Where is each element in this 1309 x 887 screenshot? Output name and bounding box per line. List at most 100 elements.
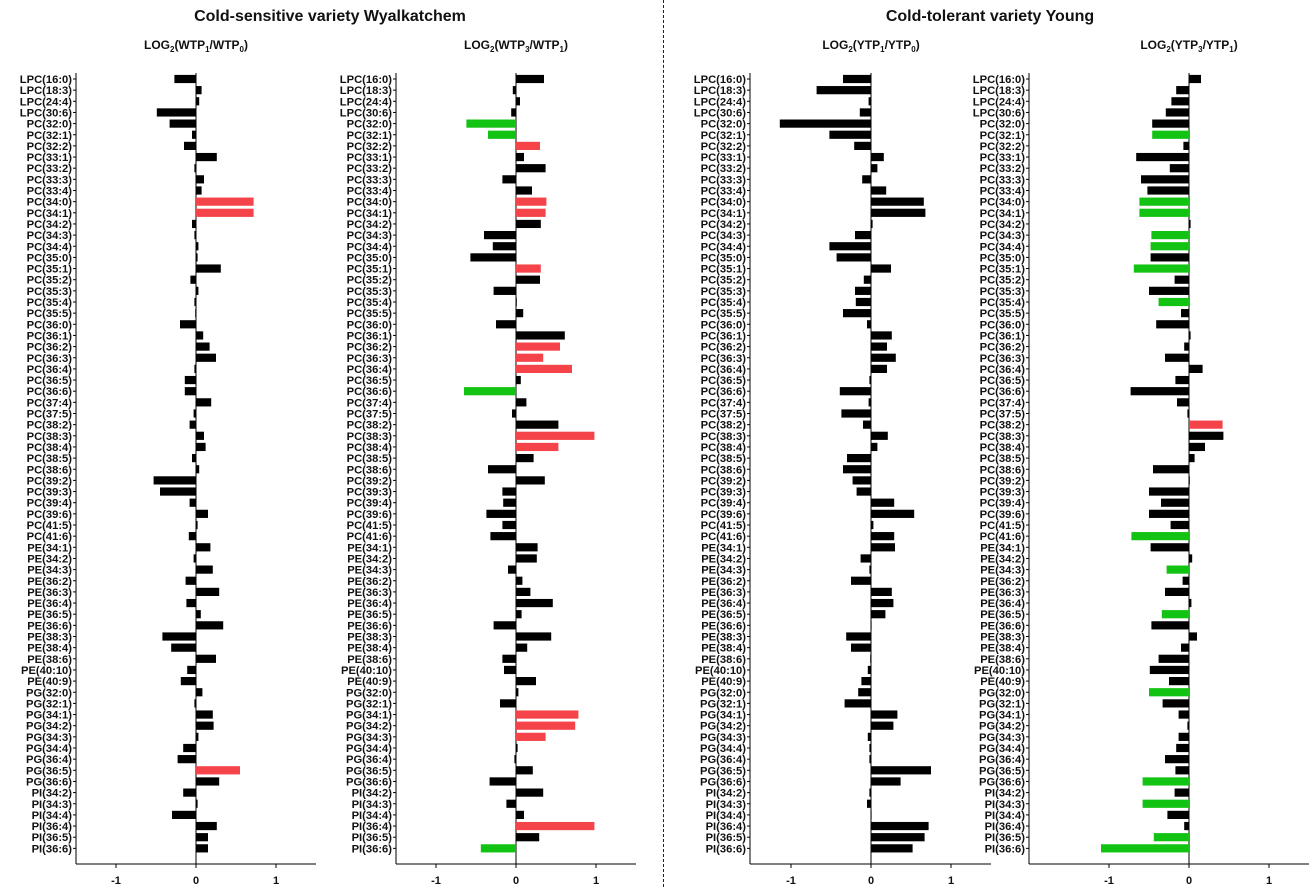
bar bbox=[1189, 442, 1205, 452]
category-label: PC(35:4) bbox=[980, 297, 1026, 309]
category-label: PC(39:3) bbox=[701, 487, 747, 499]
category-label: PC(36:0) bbox=[701, 319, 747, 331]
bar bbox=[867, 799, 871, 808]
category-label: PG(36:6) bbox=[979, 776, 1025, 788]
category-label: PG(36:4) bbox=[979, 754, 1025, 766]
bar bbox=[196, 286, 199, 295]
category-label: PI(34:4) bbox=[985, 810, 1026, 822]
category-label: PI(34:3) bbox=[352, 799, 393, 811]
category-label: PC(38:6) bbox=[701, 464, 747, 476]
panel-title-text: ) bbox=[1234, 38, 1238, 52]
bar bbox=[829, 242, 871, 251]
bar bbox=[1165, 108, 1189, 117]
bar bbox=[196, 509, 208, 518]
category-label: PI(34:3) bbox=[706, 799, 747, 811]
category-label: PE(34:3) bbox=[27, 565, 72, 577]
bar bbox=[1176, 743, 1189, 753]
bar bbox=[869, 743, 871, 753]
bar bbox=[516, 732, 546, 741]
category-label: PC(36:0) bbox=[347, 319, 393, 331]
bar bbox=[1181, 643, 1189, 652]
bar bbox=[871, 844, 913, 853]
bar bbox=[867, 665, 871, 675]
category-label: PI(36:4) bbox=[32, 821, 73, 833]
bar bbox=[177, 755, 196, 764]
category-label: PC(36:1) bbox=[701, 330, 747, 342]
category-label: PC(34:2) bbox=[347, 219, 393, 231]
category-label: PC(36:6) bbox=[347, 386, 393, 398]
category-label: PE(36:4) bbox=[701, 598, 746, 610]
category-label: LPC(24:4) bbox=[340, 96, 392, 108]
category-label: PC(38:2) bbox=[347, 420, 393, 432]
category-label: PC(37:4) bbox=[980, 397, 1026, 409]
bar bbox=[1149, 665, 1189, 675]
panel-title-text: LOG bbox=[1140, 38, 1166, 52]
category-label: PE(38:4) bbox=[347, 643, 392, 655]
category-label: PE(34:3) bbox=[347, 565, 392, 577]
bar bbox=[512, 409, 516, 418]
category-label: PC(34:3) bbox=[701, 230, 747, 242]
category-label: PG(34:1) bbox=[346, 710, 392, 722]
category-label: PI(36:6) bbox=[706, 843, 747, 855]
category-label: PG(32:1) bbox=[700, 698, 746, 710]
bar bbox=[1142, 799, 1189, 808]
category-label: PC(34:0) bbox=[701, 197, 747, 209]
bar bbox=[488, 130, 516, 139]
category-label: PG(34:2) bbox=[26, 721, 72, 733]
category-label: PC(36:4) bbox=[27, 364, 73, 376]
bar bbox=[504, 665, 516, 675]
category-label: PC(35:0) bbox=[701, 252, 747, 264]
category-label: PC(35:2) bbox=[701, 275, 747, 287]
category-label: PC(34:4) bbox=[701, 241, 747, 253]
category-label: PC(33:2) bbox=[701, 163, 747, 175]
bar bbox=[1184, 821, 1189, 831]
category-label: PI(34:4) bbox=[32, 810, 73, 822]
category-label: PC(35:1) bbox=[347, 264, 393, 276]
category-label: PC(37:4) bbox=[701, 397, 747, 409]
x-tick-label: -1 bbox=[431, 875, 441, 887]
category-label: PC(34:4) bbox=[27, 241, 73, 253]
bar bbox=[196, 520, 198, 530]
bar bbox=[871, 264, 891, 273]
bar bbox=[829, 130, 871, 139]
category-label: PC(34:0) bbox=[27, 197, 73, 209]
category-label: PI(34:2) bbox=[985, 788, 1026, 800]
category-label: PC(37:5) bbox=[701, 409, 747, 421]
bar bbox=[489, 777, 516, 786]
bar bbox=[1139, 208, 1189, 217]
chart-panel-1: LOG2(WTP1/WTP0)-1 0 1LPC(16:0)LPC(18:3)LPC… bbox=[20, 38, 316, 887]
category-label: PI(34:3) bbox=[985, 799, 1026, 811]
category-label: PC(39:4) bbox=[347, 498, 393, 510]
bar bbox=[871, 598, 894, 608]
category-label: LPC(30:6) bbox=[340, 107, 392, 119]
bar bbox=[196, 242, 199, 251]
bar bbox=[836, 253, 871, 262]
bar bbox=[1153, 833, 1189, 842]
bar bbox=[841, 409, 871, 418]
category-label: PG(36:4) bbox=[26, 754, 72, 766]
bar bbox=[185, 576, 196, 585]
bar bbox=[516, 454, 534, 463]
category-label: PI(34:4) bbox=[352, 810, 393, 822]
bar bbox=[502, 520, 516, 530]
category-label: PE(40:9) bbox=[347, 676, 392, 688]
bar bbox=[1189, 420, 1223, 429]
category-label: PE(36:3) bbox=[347, 587, 392, 599]
x-tick-label: 1 bbox=[948, 875, 954, 887]
bar bbox=[1158, 654, 1189, 663]
bar bbox=[869, 375, 871, 385]
category-label: PG(34:4) bbox=[346, 743, 392, 755]
bar bbox=[153, 476, 196, 485]
category-label: PC(35:5) bbox=[701, 308, 747, 320]
bar bbox=[869, 565, 871, 574]
category-label: LPC(24:4) bbox=[973, 96, 1025, 108]
panel-title: LOG2(YTP3/YTP1) bbox=[1140, 38, 1237, 54]
bar bbox=[1152, 130, 1189, 139]
category-label: PC(37:5) bbox=[980, 409, 1026, 421]
bar bbox=[187, 665, 196, 675]
category-label: PC(33:1) bbox=[27, 152, 73, 164]
category-label: PC(33:4) bbox=[27, 186, 73, 198]
bar bbox=[1189, 454, 1195, 463]
bar bbox=[516, 398, 527, 407]
category-label: PC(35:1) bbox=[701, 264, 747, 276]
